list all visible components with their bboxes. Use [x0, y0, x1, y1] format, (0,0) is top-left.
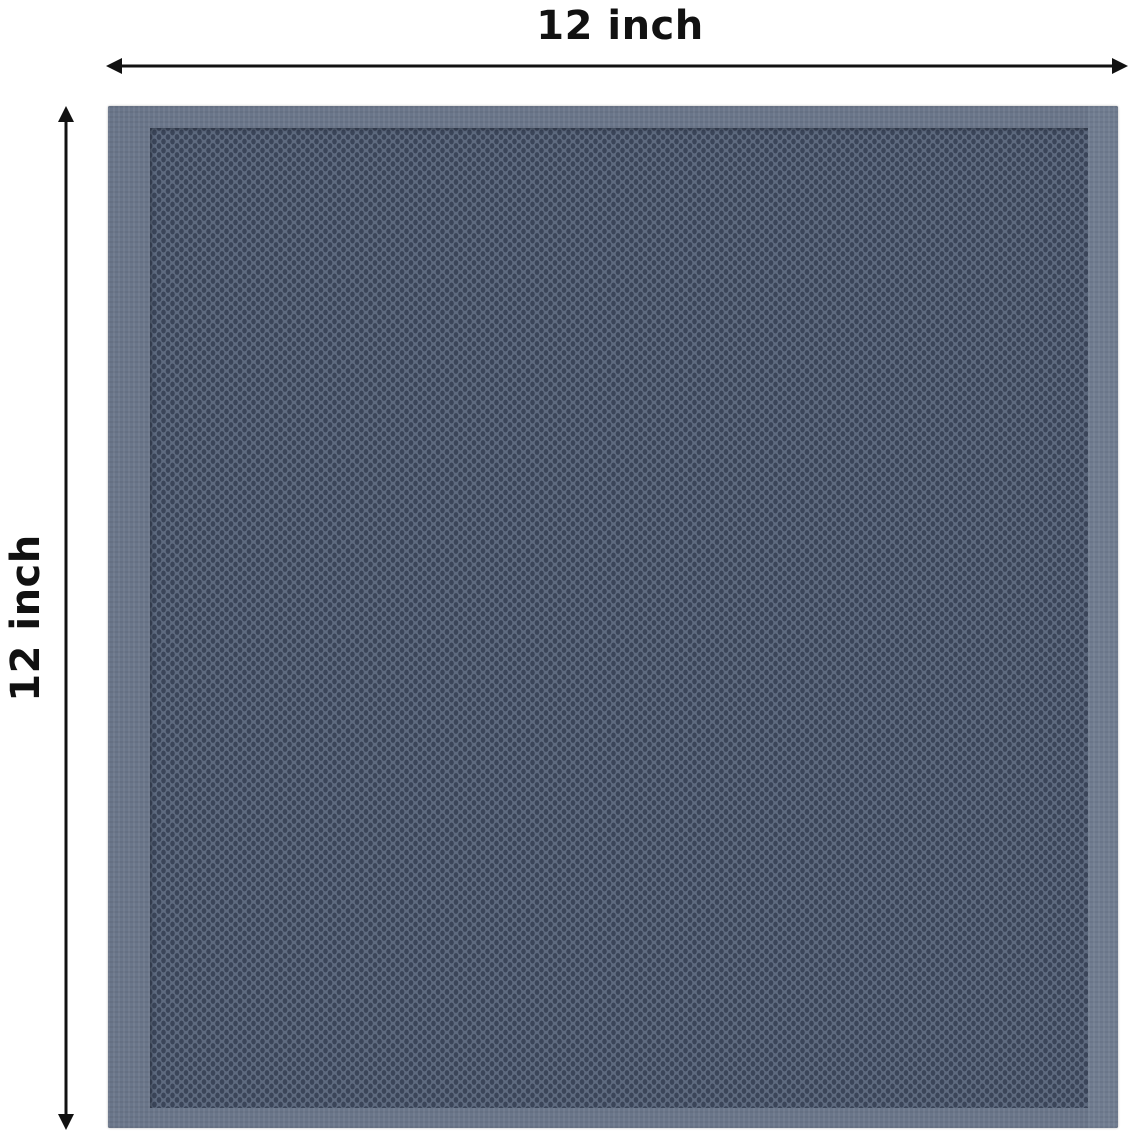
- towel-waffle-weave: [150, 128, 1088, 1108]
- towel-hem-left: [108, 106, 150, 1128]
- height-arrow-icon: [58, 106, 74, 1130]
- towel-image: [108, 106, 1118, 1128]
- towel-hem-right: [1088, 106, 1118, 1128]
- width-label: 12 inch: [536, 3, 704, 49]
- towel-hem-top: [108, 106, 1118, 128]
- width-arrow-icon: [106, 58, 1128, 74]
- towel-hem-bottom: [108, 1108, 1118, 1128]
